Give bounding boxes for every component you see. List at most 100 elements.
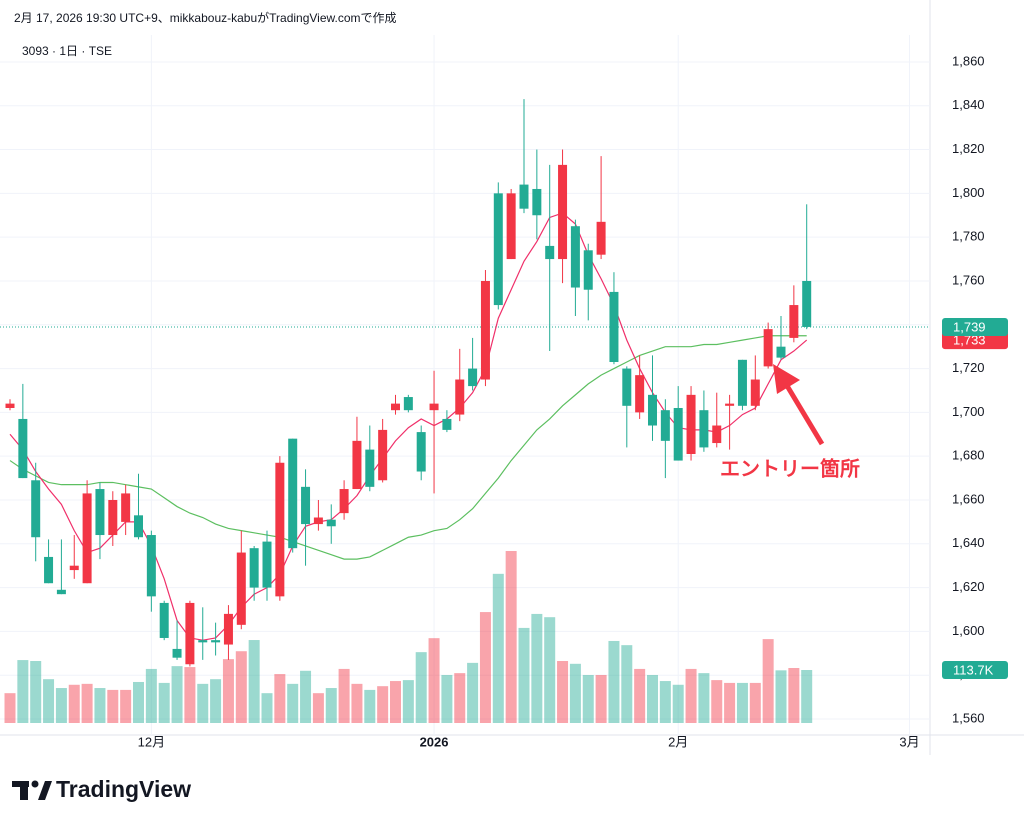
volume-bar (428, 638, 440, 723)
volume-bar (210, 679, 222, 723)
candle-body (403, 397, 413, 411)
volume-bar (492, 573, 504, 723)
volume-bar (685, 668, 697, 723)
candle-body (673, 407, 683, 461)
volume-bar (145, 668, 157, 723)
candle-body (648, 394, 657, 426)
y-tick-label: 1,620 (952, 579, 985, 594)
candle-body (31, 480, 41, 538)
candle-body (223, 613, 233, 645)
volume-bar (698, 673, 710, 723)
candle-body (468, 368, 478, 387)
candle-body (378, 429, 388, 481)
candle-body (365, 449, 375, 487)
candle-body (532, 188, 542, 216)
candle-body (519, 184, 529, 209)
label-layer: 1,5601,5801,6001,6201,6401,6601,6801,700… (138, 53, 1008, 749)
volume-bar (801, 670, 813, 723)
volume-bar (4, 693, 16, 723)
candle-body (249, 548, 259, 588)
volume-bar (274, 674, 286, 723)
price-label-box (942, 317, 1008, 336)
volume-bar (724, 682, 736, 723)
y-tick-label: 1,660 (952, 491, 985, 506)
volume-label: 113.7K (953, 662, 994, 677)
volume-bar (222, 659, 234, 723)
volume-bar (479, 612, 491, 723)
volume-bar (621, 645, 633, 723)
candle-body (750, 379, 760, 406)
candle-body (725, 403, 735, 406)
volume-bar (788, 667, 800, 723)
candle-body (699, 410, 709, 448)
candle-body (211, 640, 221, 643)
candle-body (493, 193, 503, 306)
volume-bar (775, 670, 787, 723)
volume-bar (158, 682, 170, 723)
candle-body (545, 245, 555, 260)
candle-body (82, 493, 92, 584)
candle-body (313, 517, 323, 525)
candle-body (789, 305, 799, 338)
candle-body (455, 379, 465, 415)
price-label: 1,739 (953, 319, 986, 334)
volume-bar (184, 667, 196, 723)
symbol: 3093 · 1日 · TSE (22, 44, 112, 58)
candle-body (339, 489, 349, 514)
candle-body (416, 432, 426, 472)
volume-bar (402, 680, 414, 723)
candle-body (596, 221, 606, 255)
candle-body (95, 489, 105, 536)
volume-bar (43, 679, 55, 723)
y-tick-label: 1,840 (952, 97, 985, 112)
annotation: エントリー箇所 (720, 456, 860, 480)
volume-bar (749, 682, 761, 723)
candle-body (480, 280, 490, 380)
candle-body (185, 602, 195, 665)
volume-bar (672, 684, 684, 723)
volume-bar (659, 681, 671, 723)
x-tick-label: 12月 (138, 734, 165, 749)
header: 2月 17, 2026 19:30 UTC+9、mikkabouz-kabuがT… (14, 10, 397, 25)
volume-bar (377, 686, 389, 723)
volume-bar (94, 688, 106, 723)
volume-bar (312, 693, 324, 723)
volume-bar (544, 617, 556, 723)
candle-body (429, 403, 439, 411)
y-tick-label: 1,820 (952, 141, 985, 156)
candle-body (146, 535, 156, 597)
candle-body (583, 250, 593, 290)
candle-body (622, 368, 632, 406)
volume-bar (647, 674, 658, 723)
candle-body (712, 425, 722, 444)
y-tick-label: 1,680 (952, 448, 985, 463)
volume-bar (454, 673, 466, 723)
candle-body (262, 541, 272, 588)
candle-body (44, 556, 54, 584)
volume-bar (569, 663, 581, 723)
y-tick-label: 1,780 (952, 229, 985, 244)
volume-bar (557, 661, 569, 723)
y-tick-label: 1,600 (952, 623, 985, 638)
x-tick-label: 3月 (899, 734, 919, 749)
y-tick-label: 1,640 (952, 535, 985, 550)
candle-body (737, 359, 747, 406)
volume-bar (711, 680, 723, 723)
volume-bar (107, 689, 119, 723)
candle-body (172, 648, 182, 658)
volume-bar (338, 668, 350, 723)
candle-body (506, 193, 516, 260)
candle-body (134, 515, 143, 538)
candle-body (121, 493, 131, 522)
price-label: 1,733 (953, 333, 986, 348)
volume-bar (390, 681, 401, 723)
volume-label-box (942, 661, 1008, 680)
logo-icon (12, 780, 52, 800)
candle-body (609, 291, 619, 363)
volume-bar (505, 551, 517, 723)
volume-bar (248, 640, 260, 723)
candle-body (570, 226, 580, 288)
candle-body (442, 418, 452, 430)
candle-body (159, 602, 169, 638)
volume-bar (235, 651, 247, 723)
